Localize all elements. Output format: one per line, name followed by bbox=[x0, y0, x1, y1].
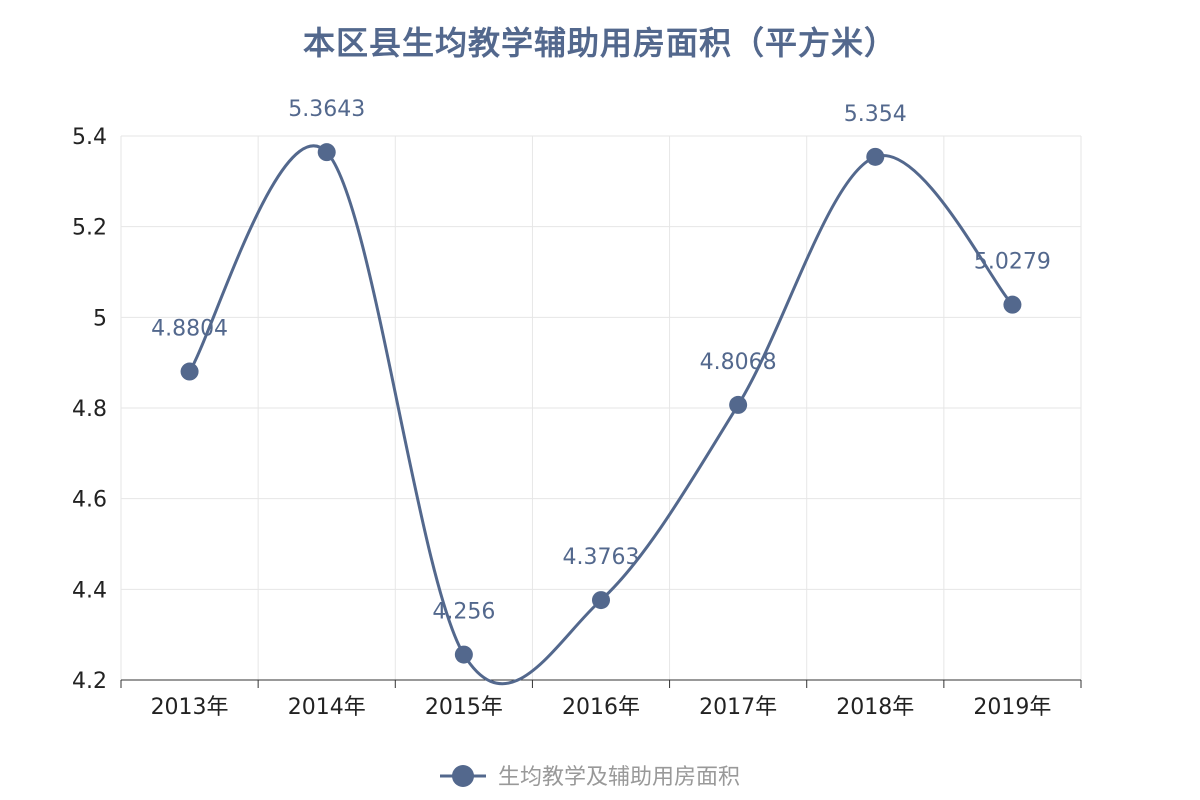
data-point[interactable] bbox=[866, 147, 885, 166]
data-point[interactable] bbox=[1003, 295, 1022, 314]
y-tick-label: 4.2 bbox=[72, 669, 107, 694]
x-tick-label: 2016年 bbox=[562, 695, 640, 720]
data-label: 4.256 bbox=[432, 600, 495, 625]
y-tick-label: 4.6 bbox=[72, 488, 107, 513]
data-label: 4.8068 bbox=[700, 350, 777, 375]
legend[interactable]: 生均教学及辅助用房面积 bbox=[440, 765, 740, 790]
data-label: 5.0279 bbox=[974, 250, 1051, 275]
legend-label: 生均教学及辅助用房面积 bbox=[498, 765, 740, 790]
y-tick-label: 4.4 bbox=[72, 578, 107, 603]
x-tick-label: 2013年 bbox=[151, 695, 229, 720]
label-layer: 4.8804 5.3643 4.256 4.3763 4.8068 5.354 5.0279 bbox=[151, 97, 1051, 624]
grid-layer bbox=[120, 135, 1082, 680]
x-tick-label: 2018年 bbox=[836, 695, 914, 720]
data-label: 4.8804 bbox=[151, 317, 228, 342]
x-tick-label: 2014年 bbox=[288, 695, 366, 720]
y-tick-label: 4.8 bbox=[72, 397, 107, 422]
x-tick-label: 2015年 bbox=[425, 695, 503, 720]
data-point[interactable] bbox=[592, 591, 610, 610]
data-point[interactable] bbox=[454, 645, 473, 664]
data-label: 5.3643 bbox=[288, 97, 365, 122]
data-point[interactable] bbox=[180, 362, 199, 381]
chart-title: 本区县生均教学辅助用房面积（平方米） bbox=[302, 24, 897, 62]
series-layer bbox=[180, 143, 1022, 685]
data-label: 5.354 bbox=[844, 102, 907, 127]
x-tick-label: 2017年 bbox=[699, 695, 777, 720]
data-label: 4.3763 bbox=[563, 545, 640, 570]
x-tick-label: 2019年 bbox=[973, 695, 1051, 720]
y-tick-label: 5 bbox=[93, 306, 107, 331]
y-tick-label: 5.4 bbox=[72, 125, 107, 150]
data-point[interactable] bbox=[729, 395, 748, 414]
data-point[interactable] bbox=[317, 143, 336, 162]
legend-marker-icon bbox=[452, 765, 474, 787]
axis-layer: 4.2 4.4 4.6 4.8 5 5.2 5.4 2013年 2014年 2015年 2016年 2… bbox=[72, 125, 1082, 720]
y-tick-label: 5.2 bbox=[72, 216, 107, 241]
